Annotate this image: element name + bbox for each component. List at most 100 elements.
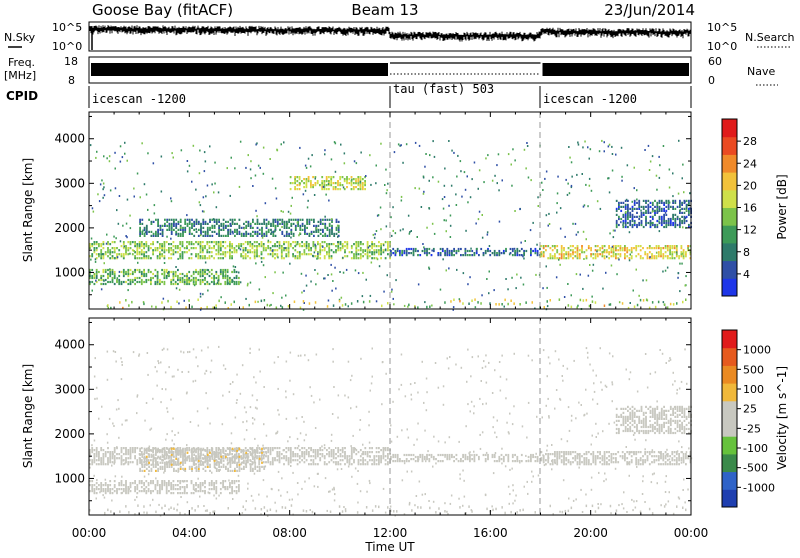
echo-cell: [161, 273, 163, 275]
echo-cell: [277, 219, 279, 221]
echo-cell: [211, 231, 213, 233]
echo-cell: [351, 455, 353, 457]
echo-cell: [186, 283, 188, 285]
echo-cell: [650, 220, 652, 222]
echo-cell: [297, 222, 299, 224]
echo-cell: [306, 453, 308, 455]
echo-cell: [434, 233, 436, 235]
echo-cell: [292, 247, 294, 249]
echo-cell: [674, 220, 676, 222]
echo-cell: [290, 213, 292, 215]
echo-cell: [243, 450, 245, 452]
echo-cell: [411, 230, 413, 232]
echo-cell: [367, 257, 369, 259]
echo-cell: [182, 281, 184, 283]
echo-cell: [112, 457, 114, 459]
echo-cell: [602, 288, 604, 290]
echo-cell: [581, 245, 583, 247]
echo-cell: [514, 248, 516, 250]
echo-cell: [608, 245, 610, 247]
echo-cell: [155, 249, 157, 251]
cpid-label: CPID: [6, 89, 38, 103]
echo-cell: [297, 459, 299, 461]
echo-cell: [645, 216, 647, 218]
echo-cell: [652, 224, 654, 226]
echo-cell: [634, 204, 636, 206]
echo-cell: [166, 488, 168, 490]
echo-cell: [245, 452, 247, 454]
echo-cell: [498, 189, 500, 191]
echo-cell: [327, 274, 329, 276]
echo-cell: [265, 247, 267, 249]
echo-cell: [225, 454, 227, 456]
echo-cell: [234, 470, 236, 472]
echo-cell: [193, 484, 195, 486]
echo-cell: [202, 231, 204, 233]
echo-cell: [426, 252, 428, 254]
echo-cell: [196, 228, 198, 230]
echo-cell: [257, 221, 259, 223]
echo-cell: [568, 247, 570, 249]
echo-cell: [250, 233, 252, 235]
echo-cell: [230, 466, 232, 468]
echo-cell: [315, 463, 317, 465]
echo-cell: [155, 484, 157, 486]
echo-cell: [308, 463, 310, 465]
echo-cell: [143, 484, 145, 486]
echo-cell: [378, 455, 380, 457]
echo-cell: [179, 480, 181, 482]
echo-cell: [668, 206, 670, 208]
echo-cell: [277, 223, 279, 225]
echo-cell: [227, 235, 229, 237]
echo-cell: [186, 281, 188, 283]
echo-cell: [338, 231, 340, 233]
echo-cell: [483, 254, 485, 256]
echo-cell: [586, 299, 588, 302]
echo-cell: [193, 462, 195, 464]
echo-cell: [641, 216, 643, 218]
echo-cell: [231, 243, 233, 245]
echo-cell: [615, 247, 617, 249]
echo-cell: [357, 180, 359, 182]
echo-cell: [636, 199, 638, 201]
echo-cell: [369, 245, 371, 247]
echo-cell: [444, 168, 446, 170]
echo-cell: [127, 279, 129, 281]
echo-cell: [196, 458, 198, 460]
echo-cell: [450, 225, 452, 227]
echo-cell: [288, 253, 290, 255]
echo-cell: [294, 178, 296, 180]
echo-cell: [394, 151, 396, 153]
echo-cell: [98, 459, 100, 461]
echo-cell: [380, 449, 382, 451]
echo-cell: [281, 457, 283, 459]
echo-cell: [222, 455, 224, 457]
echo-cell: [360, 253, 362, 255]
echo-cell: [568, 257, 570, 259]
echo-cell: [667, 267, 669, 269]
echo-cell: [127, 273, 129, 275]
echo-cell: [252, 235, 254, 237]
echo-cell: [317, 451, 319, 453]
echo-cell: [195, 463, 197, 465]
echo-cell: [162, 448, 164, 450]
cpid-segment-label: icescan -1200: [543, 92, 637, 106]
echo-cell: [153, 233, 155, 235]
echo-cell: [661, 224, 663, 226]
echo-cell: [288, 457, 290, 459]
echo-cell: [227, 229, 229, 231]
echo-cell: [426, 248, 428, 250]
echo-cell: [294, 301, 296, 304]
echo-cell: [612, 170, 614, 172]
echo-cell: [182, 229, 184, 231]
echo-cell: [115, 187, 117, 189]
echo-cell: [276, 198, 278, 200]
echo-cell: [395, 279, 397, 281]
echo-cell: [134, 457, 136, 459]
echo-cell: [306, 184, 308, 186]
echo-cell: [342, 447, 344, 449]
echo-cell: [107, 463, 109, 465]
echo-cell: [169, 223, 171, 225]
echo-cell: [659, 216, 661, 218]
echo-cell: [152, 249, 154, 251]
